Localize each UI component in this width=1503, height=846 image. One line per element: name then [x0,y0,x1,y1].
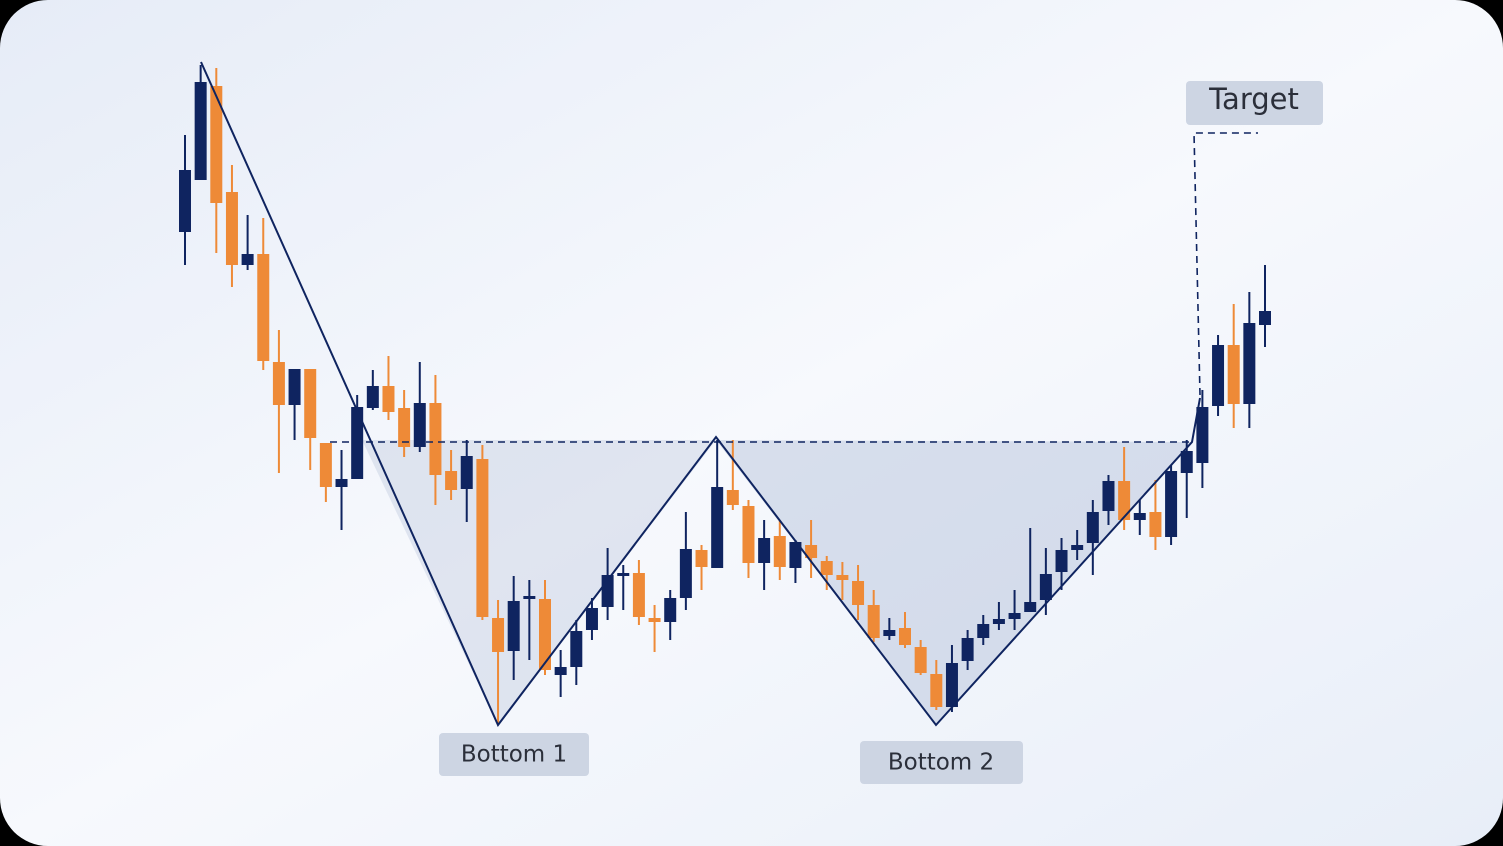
candle-body [930,674,943,707]
candle-body [914,647,927,673]
candle-body [1008,613,1021,619]
candle-body [351,407,364,479]
candle-body [460,456,473,489]
candle-body [272,362,285,405]
label-box [1186,81,1323,125]
candle-body [304,369,317,438]
candle-body [805,545,818,558]
candle-body [945,663,958,707]
candle-body [1149,512,1162,537]
bottom-1-label: Bottom 1 [461,742,567,768]
candle-body [492,618,505,652]
candle-body [977,624,990,638]
pattern-line [200,61,1201,727]
candle-body [382,386,395,412]
candle-body [554,667,567,675]
candle-body [335,479,348,487]
candle-body [648,618,661,622]
candles [179,65,1271,725]
candle-body [476,459,489,617]
pattern-area [362,440,716,725]
candle-body [679,549,692,598]
candle-body [695,550,708,567]
pattern-area [716,440,1192,725]
candle-body [1196,407,1209,463]
candle-body [429,403,442,475]
candle-body [1212,345,1225,406]
candle-body [758,538,771,563]
candle-body [899,628,911,645]
candle-body [585,608,598,630]
candle-body [179,170,191,232]
candle-body [1165,471,1178,537]
candle-body [539,599,551,670]
candle-body [867,605,880,638]
candle-body [1055,550,1068,572]
candle-body [1118,481,1131,520]
candle-body [1039,574,1052,600]
candle-body [1086,512,1099,543]
candle-body [241,254,254,265]
candle-body [632,573,645,617]
candle-body [742,506,755,563]
candle-body [617,573,630,576]
label-box [439,733,589,776]
candle-body [992,619,1005,624]
candle-body [773,536,786,567]
candle-body [820,561,833,575]
candle-body [366,386,379,408]
candle-body [257,254,270,361]
target-line [1193,132,1258,396]
candle-body [210,86,223,203]
candle-body [523,596,536,599]
candle-body [1259,311,1271,325]
candle-body [413,403,426,447]
candle-body [570,631,583,667]
candle-body [1024,602,1037,612]
candle-body [883,630,896,636]
candle-body [789,542,802,568]
candle-body [319,443,332,487]
bottom-2-label: Bottom 2 [888,750,994,776]
candle-body [1102,481,1115,511]
candle-body [194,82,207,180]
candle-body [961,638,974,661]
candle-body [225,192,238,265]
candle-body [507,601,520,651]
candle-body [288,369,301,405]
candle-body [711,487,724,568]
candle-body [664,598,677,622]
candle-body [1227,345,1240,404]
candle-body [1180,451,1193,473]
candle-body [445,471,458,490]
candle-body [726,490,739,505]
candle-body [852,581,865,605]
candle-body [398,408,411,447]
candle-body [1133,513,1146,520]
candle-body [1071,545,1084,550]
candle-body [836,575,849,580]
candle-body [1243,323,1256,404]
target-label: Target [1208,82,1299,116]
label-box [860,741,1023,784]
